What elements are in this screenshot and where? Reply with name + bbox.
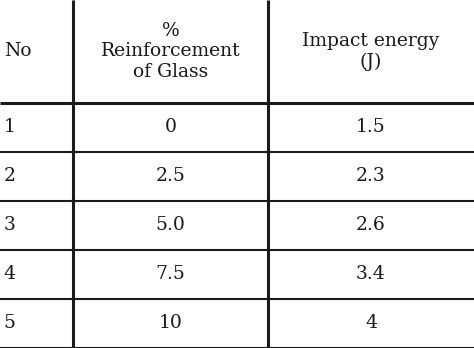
Text: 4: 4	[365, 315, 377, 332]
Text: Impact energy
(J): Impact energy (J)	[302, 32, 439, 71]
Text: No: No	[4, 42, 31, 60]
Text: 7.5: 7.5	[155, 266, 186, 283]
Text: 0: 0	[164, 118, 177, 136]
Text: 4: 4	[4, 266, 16, 283]
Text: 5.0: 5.0	[155, 216, 186, 234]
Text: 1.5: 1.5	[356, 118, 386, 136]
Text: 2.5: 2.5	[155, 167, 186, 185]
Text: 2.3: 2.3	[356, 167, 386, 185]
Text: 3: 3	[4, 216, 16, 234]
Text: 5: 5	[4, 315, 16, 332]
Text: 2: 2	[4, 167, 16, 185]
Text: 2.6: 2.6	[356, 216, 386, 234]
Text: 10: 10	[159, 315, 182, 332]
Text: 3.4: 3.4	[356, 266, 386, 283]
Text: %
Reinforcement
of Glass: % Reinforcement of Glass	[101, 22, 240, 81]
Text: 1: 1	[4, 118, 16, 136]
